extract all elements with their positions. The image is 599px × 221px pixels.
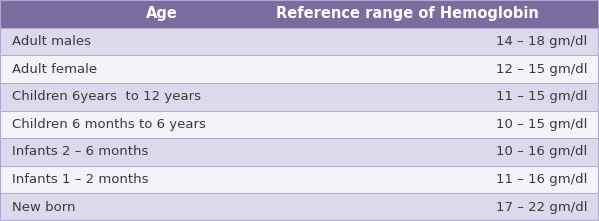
Bar: [0, 193, 599, 221]
Text: Adult female: Adult female: [12, 63, 97, 76]
Bar: [0, 110, 599, 138]
Bar: [0, 28, 599, 55]
Text: Infants 2 – 6 months: Infants 2 – 6 months: [12, 145, 149, 158]
Text: Age: Age: [146, 6, 178, 21]
Bar: [0, 83, 599, 110]
Text: Children 6 months to 6 years: Children 6 months to 6 years: [12, 118, 206, 131]
Bar: [0, 138, 599, 166]
Bar: [0, 55, 599, 83]
Text: New born: New born: [12, 201, 75, 214]
Text: 17 – 22 gm/dl: 17 – 22 gm/dl: [495, 201, 587, 214]
Text: Infants 1 – 2 months: Infants 1 – 2 months: [12, 173, 149, 186]
Text: 12 – 15 gm/dl: 12 – 15 gm/dl: [495, 63, 587, 76]
Text: Adult males: Adult males: [12, 35, 91, 48]
Text: Reference range of Hemoglobin: Reference range of Hemoglobin: [276, 6, 539, 21]
Text: 11 – 15 gm/dl: 11 – 15 gm/dl: [495, 90, 587, 103]
Text: 11 – 16 gm/dl: 11 – 16 gm/dl: [495, 173, 587, 186]
Text: 14 – 18 gm/dl: 14 – 18 gm/dl: [496, 35, 587, 48]
Text: 10 – 16 gm/dl: 10 – 16 gm/dl: [496, 145, 587, 158]
Bar: [0, 166, 599, 193]
Bar: [0, 0, 599, 28]
Text: Children 6years  to 12 years: Children 6years to 12 years: [12, 90, 201, 103]
Text: 10 – 15 gm/dl: 10 – 15 gm/dl: [495, 118, 587, 131]
